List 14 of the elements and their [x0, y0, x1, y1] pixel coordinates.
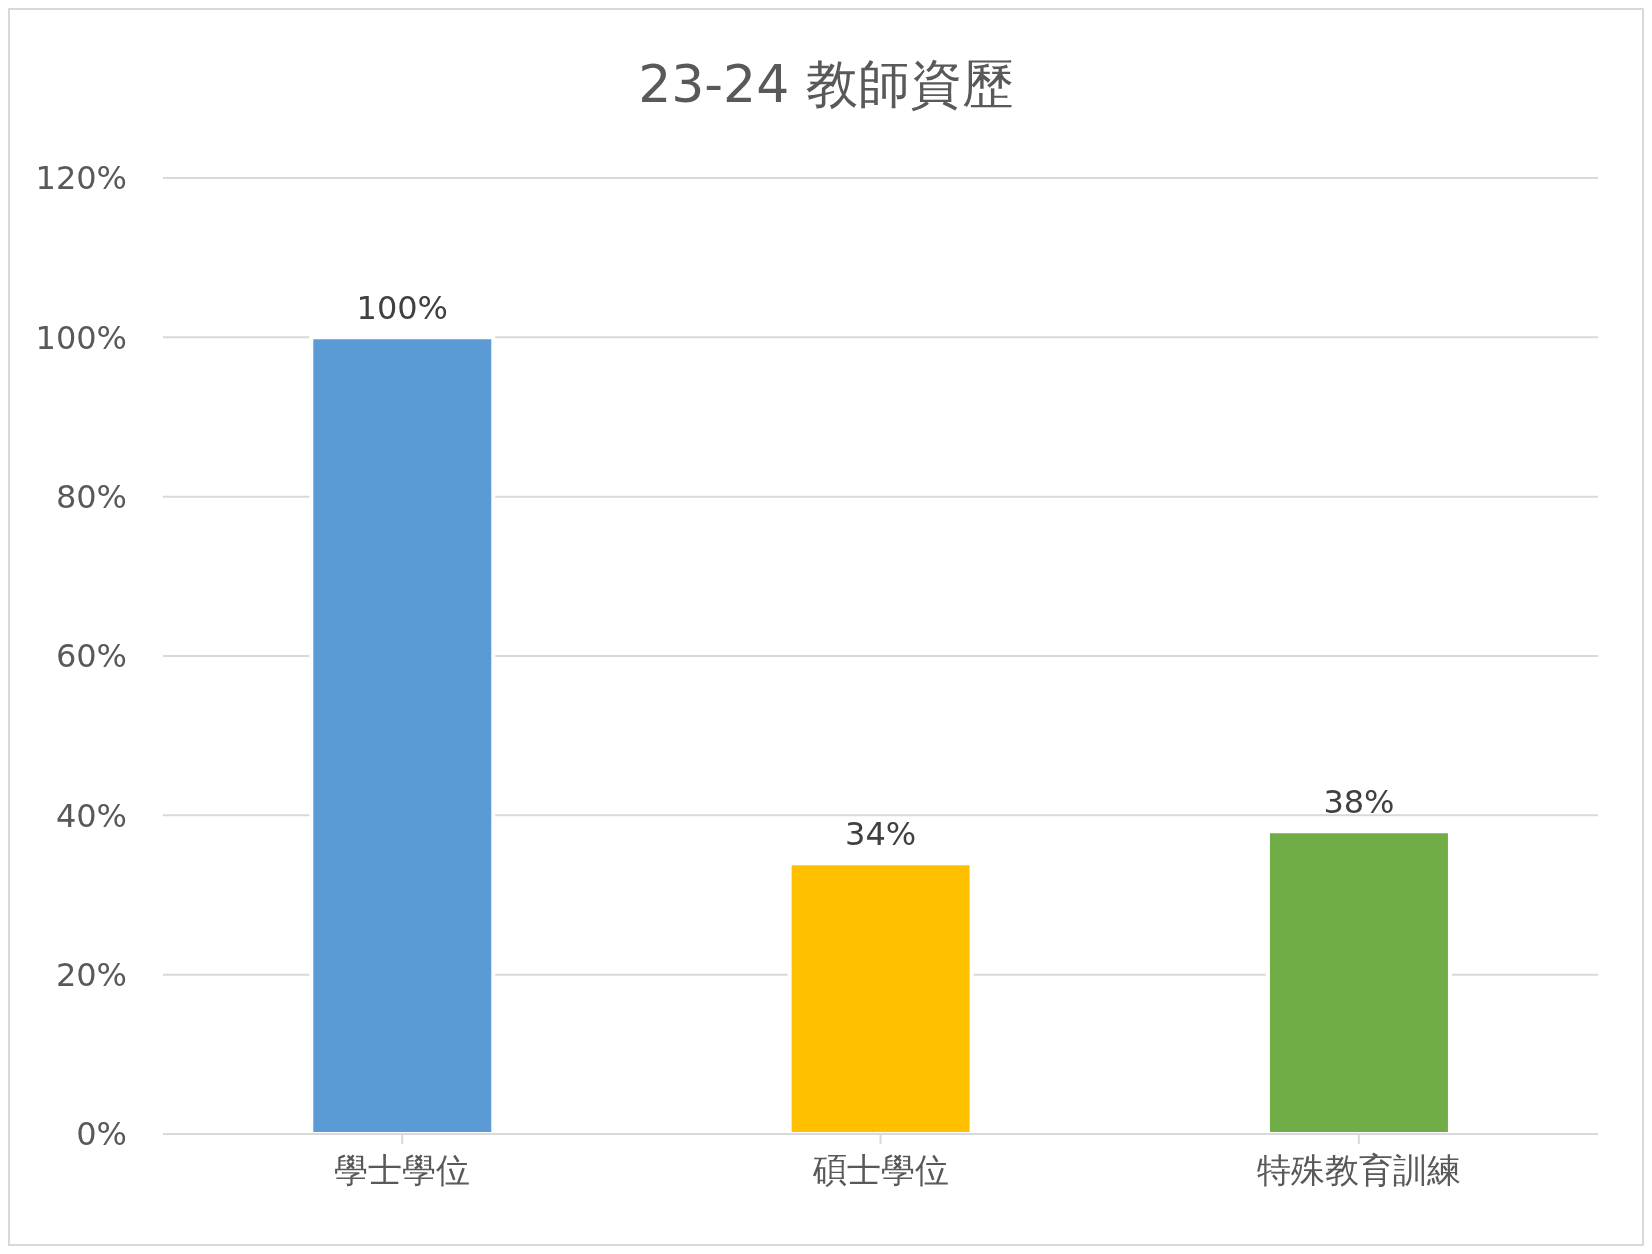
data-label: 100%: [356, 289, 449, 328]
x-tick-label: 特殊教育訓練: [1256, 1150, 1461, 1191]
y-tick-label: 120%: [35, 159, 127, 198]
y-tick-label: 60%: [55, 637, 127, 676]
y-tick-label: 40%: [55, 796, 127, 835]
data-label: 34%: [845, 815, 917, 854]
x-tick-label: 碩士學位: [811, 1150, 949, 1191]
chart-title: 23-24 教師資歷: [637, 53, 1015, 116]
data-label: 38%: [1323, 783, 1395, 822]
x-tick-label: 學士學位: [334, 1150, 471, 1191]
y-tick-label: 100%: [35, 318, 127, 357]
y-tick-label: 80%: [55, 478, 127, 517]
y-tick-label: 0%: [76, 1115, 127, 1154]
y-tick-label: 20%: [55, 956, 127, 995]
